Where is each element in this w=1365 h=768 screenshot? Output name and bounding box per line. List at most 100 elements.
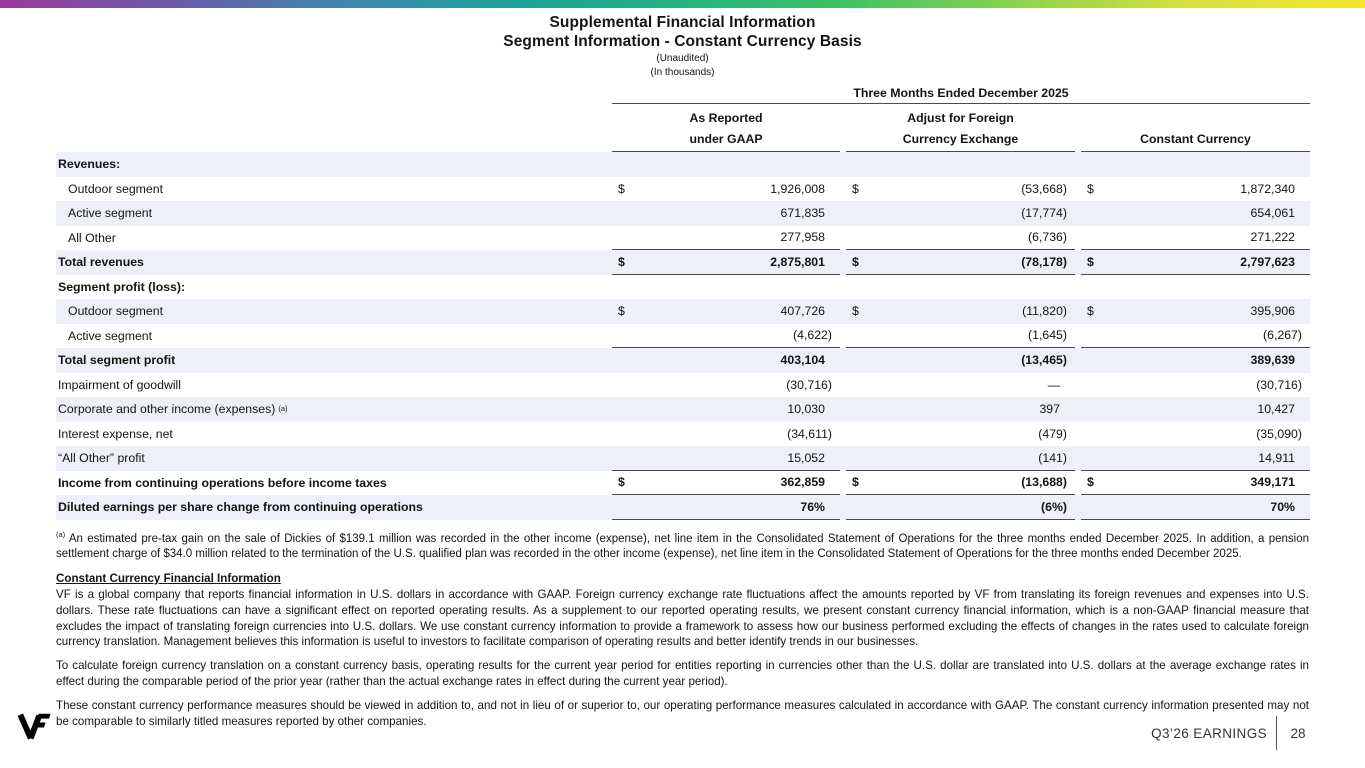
top-gradient-bar — [0, 0, 1365, 8]
cell-value: (141) — [870, 446, 1075, 471]
cell-value: (479) — [1038, 426, 1067, 441]
table-row: Active segment 671,835 (17,774) 654,061 — [56, 201, 1310, 226]
currency-symbol — [1081, 275, 1105, 300]
currency-symbol — [1081, 422, 1105, 447]
row-label: Corporate and other income (expenses) (a) — [58, 402, 288, 417]
period-header-spacer — [56, 86, 612, 104]
currency-symbol — [1081, 201, 1105, 226]
table-row: Interest expense, net (34,611) (479) (35,09… — [56, 422, 1310, 447]
currency-symbol — [1081, 373, 1105, 398]
slide-title: Supplemental Financial Information — [549, 14, 816, 31]
currency-symbol: $ — [852, 181, 859, 196]
currency-symbol — [846, 152, 870, 177]
table-row: “All Other” profit 15,052 (141) 14,911 — [56, 446, 1310, 471]
cell-value: 277,958 — [636, 226, 840, 250]
cell-value — [870, 275, 1075, 300]
currency-symbol — [612, 226, 636, 250]
row-label: Total revenues — [58, 255, 144, 270]
period-header: Three Months Ended December 2025 — [612, 86, 1310, 104]
cell-value: (4,622) — [636, 324, 840, 348]
currency-symbol — [1081, 226, 1105, 250]
cell-value — [1105, 275, 1310, 300]
cell-value: (11,820) — [1022, 304, 1067, 319]
table-row: Outdoor segment $1,926,008 $ (53,668) $1,872… — [56, 177, 1310, 202]
column-header-as-reported: As Reported under GAAP — [612, 107, 840, 152]
currency-symbol: $ — [1087, 304, 1094, 319]
currency-symbol — [612, 397, 636, 422]
currency-symbol — [846, 397, 870, 422]
row-label: Diluted earnings per share change from c… — [58, 500, 423, 515]
cc-paragraph-3: These constant currency performance meas… — [56, 698, 1309, 728]
currency-symbol — [846, 373, 870, 398]
slide-header: Supplemental Financial Information Segme… — [0, 13, 1365, 79]
row-label: All Other — [68, 230, 116, 245]
currency-symbol — [612, 348, 636, 373]
currency-symbol — [1081, 446, 1105, 471]
in-thousands-note: (In thousands) — [650, 67, 715, 78]
footer-right: Q3’26 EARNINGS 28 — [1151, 716, 1310, 750]
table-body: Revenues: Outdoor segment $1,926,008 $ (53,6… — [56, 152, 1310, 520]
period-header-row: Three Months Ended December 2025 — [56, 86, 1310, 104]
cell-value: 2,797,623 — [1105, 250, 1310, 275]
cell-value — [1105, 152, 1310, 177]
currency-symbol — [846, 422, 870, 447]
cell-value: 1,872,340 — [1240, 181, 1295, 196]
currency-symbol: $ — [846, 250, 870, 275]
cell-value: 271,222 — [1105, 226, 1310, 250]
row-label: Active segment — [68, 206, 153, 221]
table-row: Revenues: — [56, 152, 1310, 177]
currency-symbol — [1081, 397, 1105, 422]
row-label: Revenues: — [58, 157, 121, 172]
column-headers: As Reported under GAAP Adjust for Foreig… — [56, 107, 1310, 152]
currency-symbol — [846, 201, 870, 226]
cell-value: (13,465) — [1021, 353, 1067, 368]
cell-value: 654,061 — [1250, 206, 1295, 221]
currency-symbol — [846, 348, 870, 373]
currency-symbol — [612, 324, 636, 348]
table-row: All Other 277,958 (6,736) 271,222 — [56, 226, 1310, 250]
row-label: Total segment profit — [58, 353, 176, 368]
table-row: Diluted earnings per share change from c… — [56, 495, 1310, 520]
cell-value: 10,427 — [1257, 402, 1295, 417]
cell-value: (30,716) — [786, 377, 832, 392]
table-row: Outdoor segment $407,726 $ (11,820) $395,906 — [56, 299, 1310, 324]
currency-symbol: $ — [618, 181, 625, 196]
currency-symbol: $ — [846, 471, 870, 495]
cell-value: 389,639 — [1250, 353, 1295, 368]
currency-symbol — [846, 446, 870, 471]
table-row: Income from continuing operations before… — [56, 471, 1310, 495]
currency-symbol: $ — [1087, 181, 1094, 196]
currency-symbol — [1081, 152, 1105, 177]
currency-symbol — [846, 275, 870, 300]
earnings-label: Q3’26 EARNINGS — [1151, 725, 1267, 741]
currency-symbol — [612, 422, 636, 447]
currency-symbol — [1081, 324, 1105, 348]
row-label: Outdoor segment — [68, 181, 164, 196]
cell-value — [636, 275, 840, 300]
table-row: Segment profit (loss): — [56, 275, 1310, 300]
vf-logo — [17, 712, 51, 746]
cell-value: 10,030 — [787, 402, 825, 417]
row-label: Interest expense, net — [58, 426, 173, 441]
cell-value: 76% — [636, 495, 840, 520]
table-row: Total segment profit 403,104 (13,465) 389,6… — [56, 348, 1310, 373]
cell-value: (35,090) — [1256, 426, 1302, 441]
cell-value: 397 — [1039, 402, 1060, 417]
table-row: Active segment (4,622) (1,645) (6,267) — [56, 324, 1310, 348]
currency-symbol: $ — [1081, 471, 1105, 495]
notes-section: (a) An estimated pre-tax gain on the sal… — [56, 530, 1309, 730]
segment-information-table: Three Months Ended December 2025 As Repo… — [56, 86, 1310, 520]
currency-symbol: $ — [852, 304, 859, 319]
currency-symbol — [612, 446, 636, 471]
cc-paragraph-1: VF is a global company that reports fina… — [56, 588, 1309, 649]
currency-symbol — [612, 373, 636, 398]
currency-symbol — [846, 226, 870, 250]
currency-symbol — [612, 201, 636, 226]
cell-value — [870, 152, 1075, 177]
footnote-a: (a) An estimated pre-tax gain on the sal… — [56, 530, 1309, 564]
cell-value: — — [1047, 377, 1060, 392]
cell-value: 70% — [1105, 495, 1310, 520]
currency-symbol — [612, 152, 636, 177]
cell-value: 362,859 — [636, 471, 840, 495]
cell-value: (78,178) — [870, 250, 1075, 275]
